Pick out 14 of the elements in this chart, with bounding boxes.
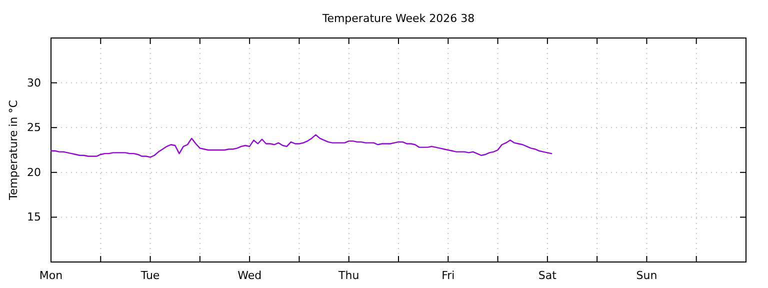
y-tick-label: 25 — [27, 121, 41, 134]
x-tick-label: Fri — [442, 268, 455, 282]
x-tick-label: Sat — [538, 268, 558, 282]
x-tick-label: Wed — [238, 268, 262, 282]
y-tick-label: 20 — [27, 166, 41, 179]
line-series — [50, 134, 552, 158]
y-tick-label: 30 — [27, 76, 41, 90]
y-axis-title: Temperature in °C — [7, 100, 20, 201]
x-tick-label: Thu — [338, 268, 360, 282]
y-tick-label: 15 — [27, 210, 41, 224]
x-tick-label: Mon — [39, 268, 63, 282]
chart-title: Temperature Week 2026 38 — [321, 12, 475, 25]
x-tick-label: Tue — [140, 268, 160, 282]
x-tick-label: Sun — [636, 268, 658, 282]
